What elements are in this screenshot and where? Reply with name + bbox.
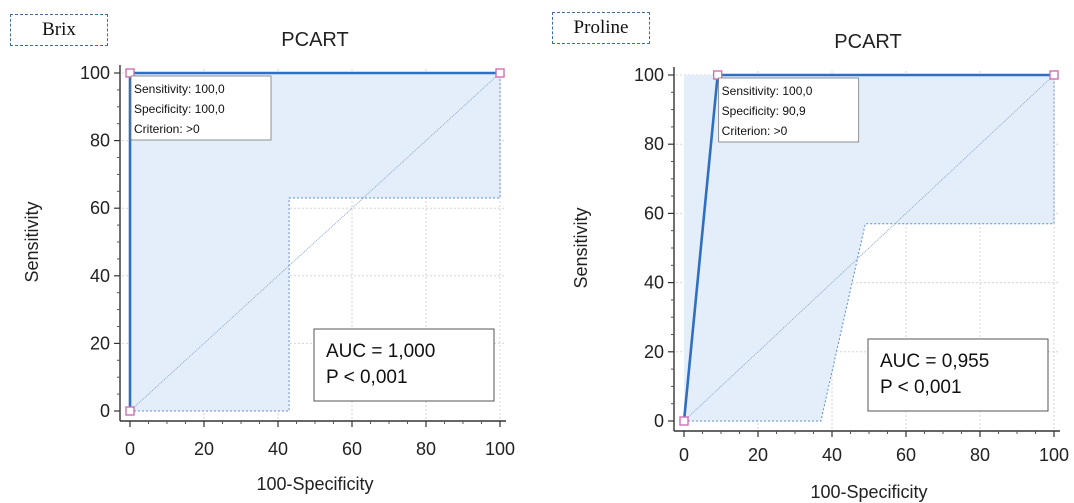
y-tick-label: 60 <box>90 198 110 218</box>
roc-point <box>1049 70 1059 80</box>
auc-text: P < 0,001 <box>880 377 962 398</box>
auc-text: AUC = 1,000 <box>326 341 435 362</box>
y-axis-label: Sensitivity <box>22 201 42 282</box>
roc-point <box>712 70 723 80</box>
y-tick-label: 0 <box>654 411 664 431</box>
criterion-box <box>130 75 272 141</box>
x-tick-label: 20 <box>194 439 214 459</box>
roc-chart: PCART 0 20 40 60 80 100 0 20 40 60 80 100 100-Specifi… <box>571 31 1069 502</box>
chart-title: PCART <box>281 29 348 51</box>
x-axis-label: 100-Specificity <box>810 482 927 502</box>
criterion-text: Sensitivity: 100,0 <box>722 84 813 98</box>
y-tick-label: 20 <box>90 333 110 353</box>
y-tick-label: 0 <box>100 401 110 421</box>
roc-point <box>125 68 135 78</box>
criterion-text: Criterion: >0 <box>722 124 788 138</box>
roc-chart: PCART 0 20 40 60 80 100 0 20 40 60 80 100 100-Specifi… <box>22 29 515 494</box>
criterion-text: Criterion: >0 <box>134 122 200 136</box>
y-axis-label: Sensitivity <box>571 207 591 288</box>
chart-panel-brix: Brix PCART 0 20 40 60 80 100 0 20 40 60 80 100 100-Sp… <box>10 14 515 494</box>
chart-panel-proline: Proline PCART 0 20 40 60 80 100 0 20 40 60 80 100 100… <box>537 0 1074 503</box>
y-tick-label: 100 <box>634 65 664 85</box>
x-tick-label: 0 <box>679 445 689 465</box>
confidence-band-lower <box>130 73 501 412</box>
x-tick-label: 0 <box>125 439 135 459</box>
criterion-text: Sensitivity: 100,0 <box>134 82 225 96</box>
y-tick-label: 80 <box>644 134 664 154</box>
x-tick-label: 20 <box>748 445 768 465</box>
roc-point <box>125 406 135 416</box>
reference-line <box>683 74 1055 422</box>
y-tick-label: 100 <box>80 63 110 83</box>
y-tick-label: 40 <box>644 273 664 293</box>
y-tick-label: 80 <box>90 131 110 151</box>
criterion-box <box>718 77 860 143</box>
chart-title: PCART <box>834 31 901 53</box>
auc-text: AUC = 0,955 <box>880 351 989 372</box>
criterion-text: Specificity: 90,9 <box>722 104 806 118</box>
x-tick-label: 40 <box>268 439 288 459</box>
y-tick-label: 60 <box>644 203 664 223</box>
x-tick-label: 80 <box>416 439 436 459</box>
y-tick-label: 40 <box>90 266 110 286</box>
chart-tag: Proline <box>552 12 650 44</box>
y-tick-label: 20 <box>644 342 664 362</box>
roc-point <box>679 416 689 426</box>
x-tick-label: 60 <box>342 439 362 459</box>
confidence-band-lower <box>684 75 1055 422</box>
auc-box <box>313 328 495 402</box>
roc-point <box>495 68 505 78</box>
reference-line <box>129 72 501 412</box>
chart-tag: Brix <box>10 14 108 46</box>
auc-box <box>867 338 1049 412</box>
x-tick-label: 100 <box>1039 445 1069 465</box>
confidence-band <box>130 73 500 411</box>
x-axis-label: 100-Specificity <box>256 474 373 494</box>
x-tick-label: 40 <box>822 445 842 465</box>
x-tick-label: 100 <box>485 439 515 459</box>
x-tick-label: 80 <box>970 445 990 465</box>
x-tick-label: 60 <box>896 445 916 465</box>
auc-text: P < 0,001 <box>326 367 408 388</box>
criterion-text: Specificity: 100,0 <box>134 102 225 116</box>
